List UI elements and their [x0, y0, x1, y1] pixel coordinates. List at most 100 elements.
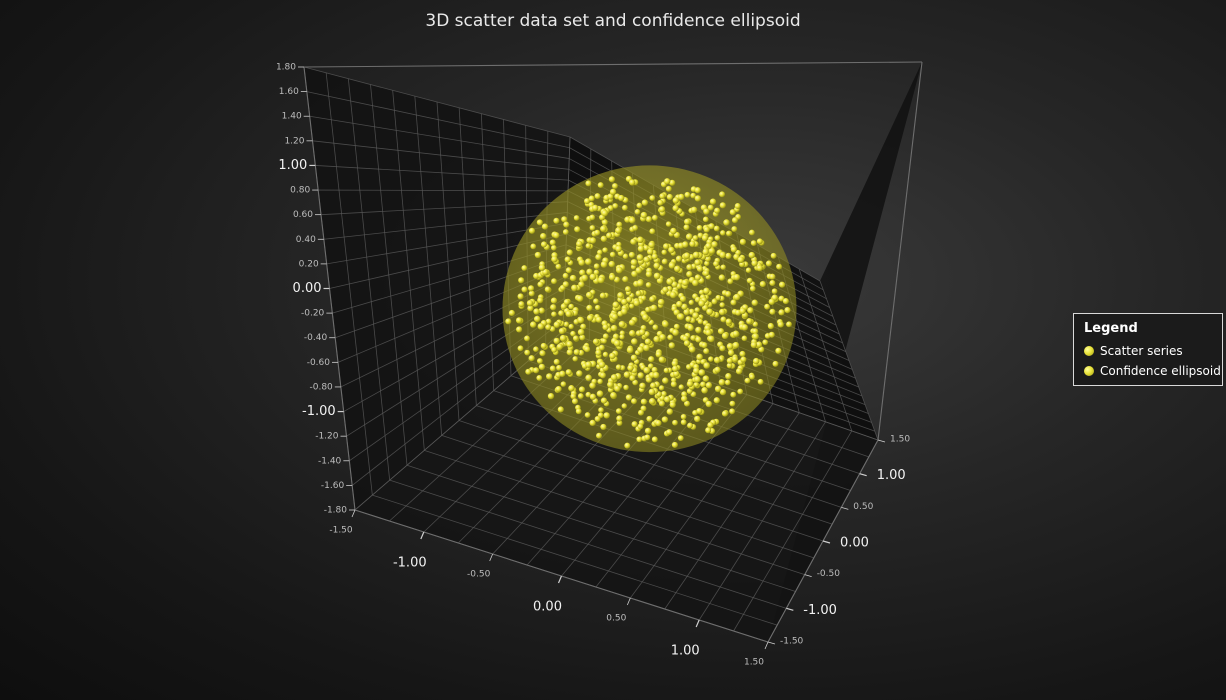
- y-tick-label: -1.20: [315, 432, 339, 442]
- scatter-point: [608, 260, 615, 268]
- scatter-point: [621, 298, 628, 306]
- x-tick-label: 1.00: [671, 644, 700, 659]
- scatter-point: [542, 268, 549, 276]
- scatter-point: [594, 304, 601, 311]
- scatter-point: [576, 240, 583, 248]
- scatter-point: [705, 242, 712, 250]
- scatter-point: [703, 348, 710, 355]
- scatter-point: [550, 304, 557, 311]
- scatter-point: [769, 308, 776, 315]
- legend-item-ellipsoid[interactable]: Confidence ellipsoid: [1084, 361, 1222, 381]
- scatter-point: [630, 354, 638, 361]
- scatter-point: [553, 321, 561, 328]
- scatter-point: [717, 328, 725, 335]
- grid-line: [819, 280, 879, 441]
- scatter-point: [636, 254, 644, 261]
- x-tick-mark: [420, 531, 425, 540]
- scatter-point: [598, 361, 606, 369]
- scatter-point: [592, 338, 600, 345]
- scatter-point: [601, 338, 607, 344]
- scatter-point: [698, 369, 706, 376]
- scatter-point: [637, 245, 645, 252]
- y-tick-label: 1.80: [276, 63, 296, 73]
- scatter-point: [622, 204, 628, 211]
- scatter-point: [574, 226, 581, 233]
- scatter-point: [718, 379, 726, 386]
- scatter-point: [560, 303, 567, 310]
- scatter-point: [694, 307, 700, 313]
- scatter-point: [541, 223, 549, 230]
- scatter-point: [652, 324, 659, 331]
- grid-line: [347, 78, 391, 481]
- scatter-point: [661, 258, 668, 265]
- scatter-point: [669, 179, 676, 186]
- scatter-point: [751, 299, 758, 306]
- scatter-point: [589, 214, 596, 221]
- scatter-point: [612, 301, 620, 309]
- scatter-point: [538, 307, 545, 314]
- scatter-point: [708, 247, 715, 255]
- scatter-point: [642, 314, 649, 321]
- scatter-point: [696, 407, 703, 415]
- scatter-point: [628, 319, 636, 326]
- scatter-point: [705, 382, 713, 389]
- z-tick-mark: [841, 506, 849, 510]
- scatter-point: [703, 208, 710, 215]
- scatter-point: [656, 277, 664, 284]
- scatter-point: [702, 216, 709, 223]
- scatter-point: [637, 346, 644, 353]
- scatter-point: [655, 351, 662, 358]
- scatter-point: [619, 334, 625, 340]
- scatter-point: [694, 187, 701, 194]
- x-tick-mark: [695, 619, 700, 628]
- legend-swatch-scatter-icon: [1084, 346, 1094, 356]
- scatter-point: [570, 330, 576, 337]
- scatter-point: [584, 346, 591, 353]
- grid-line: [458, 107, 477, 406]
- scatter-point: [637, 236, 644, 244]
- scatter-point: [631, 398, 637, 405]
- scatter-point: [726, 362, 733, 369]
- scatter-point: [646, 415, 653, 422]
- scatter-point: [700, 381, 706, 388]
- scatter-point: [684, 400, 690, 407]
- scatter-point: [703, 362, 710, 369]
- legend-item-scatter[interactable]: Scatter series: [1084, 341, 1222, 361]
- grid-line: [372, 494, 778, 626]
- scatter-point: [578, 386, 586, 393]
- scatter-point: [693, 382, 699, 388]
- x-tick-label: 0.00: [533, 600, 562, 615]
- scatter-point: [607, 381, 614, 388]
- scatter-point: [589, 419, 596, 427]
- z-tick-mark: [767, 641, 776, 645]
- scatter-point: [629, 179, 636, 186]
- scatter-point: [563, 221, 570, 228]
- scatter-point: [589, 382, 596, 389]
- scatter-point: [555, 385, 562, 393]
- scatter-point: [647, 248, 654, 255]
- scatter-point: [719, 388, 727, 396]
- scatter-point: [602, 351, 609, 358]
- scatter-point: [551, 311, 557, 317]
- scatter-point: [686, 271, 693, 278]
- grid-line: [436, 101, 460, 421]
- z-tick-mark: [804, 574, 812, 578]
- z-tick-label: 1.50: [890, 435, 910, 445]
- y-tick-label: 0.40: [296, 235, 316, 245]
- scatter-point: [764, 303, 771, 310]
- scatter-point: [772, 360, 779, 367]
- scatter-point: [719, 302, 725, 308]
- scatter-point: [633, 299, 640, 307]
- scatter-point: [644, 434, 651, 441]
- scatter-point: [733, 273, 741, 281]
- scatter-point: [675, 255, 683, 262]
- scatter-point: [635, 267, 643, 274]
- scatter-point: [686, 264, 693, 271]
- scatter-point: [695, 326, 702, 334]
- scatter-point: [784, 307, 791, 314]
- scatter-point: [648, 398, 656, 405]
- scatter-point: [753, 357, 760, 365]
- scatter-point: [744, 377, 751, 384]
- scatter-point: [651, 436, 658, 443]
